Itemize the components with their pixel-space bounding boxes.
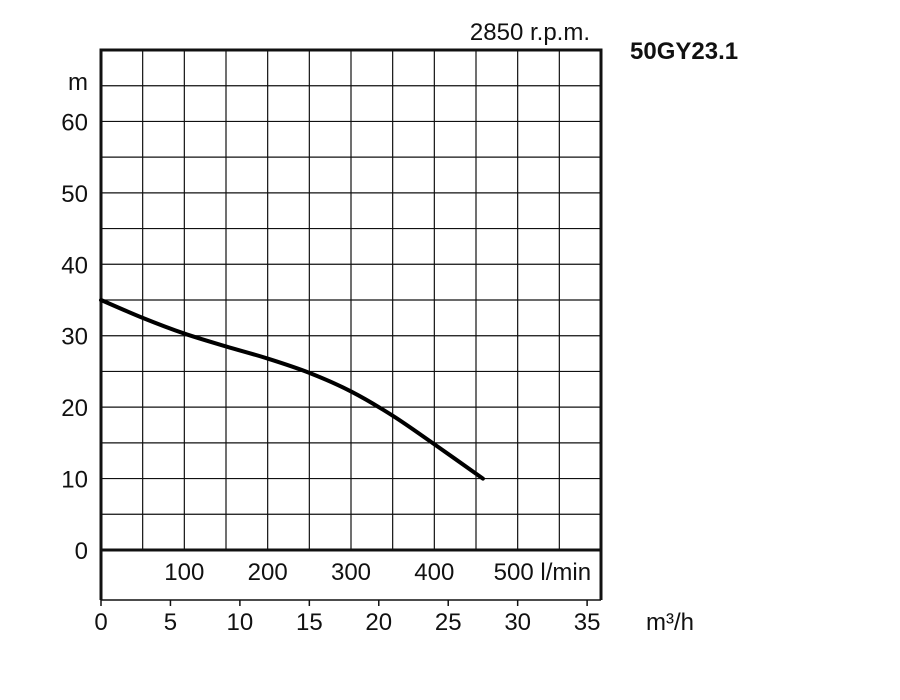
x-tick-label-lmin: 200 <box>248 559 288 586</box>
x-tick-label-lmin: 100 <box>164 559 204 586</box>
y-tick-label: 30 <box>61 324 88 351</box>
x-tick-label-m3h: 10 <box>227 609 254 636</box>
y-tick-label: 50 <box>61 181 88 208</box>
head-flow-curve <box>99 298 485 481</box>
y-tick-label: 10 <box>61 467 88 494</box>
y-tick-label: 40 <box>61 252 88 279</box>
x-tick-label-m3h: 25 <box>435 609 462 636</box>
y-axis-unit: m <box>68 69 88 96</box>
x-tick-label-lmin: 300 <box>331 559 371 586</box>
x-tick-label-lmin: 400 <box>414 559 454 586</box>
chart-series <box>99 298 485 481</box>
model-label: 50GY23.1 <box>630 38 738 65</box>
x-tick-label-lmin: 500 l/min <box>494 559 591 586</box>
x-axis-unit: m³/h <box>646 609 694 636</box>
y-tick-label: 60 <box>61 109 88 136</box>
speed-label: 2850 r.p.m. <box>470 19 590 46</box>
x-tick-label-m3h: 20 <box>365 609 392 636</box>
x-tick-label-m3h: 5 <box>164 609 177 636</box>
y-tick-label: 0 <box>75 538 88 565</box>
x-tick-label-m3h: 0 <box>94 609 107 636</box>
x-tick-label-m3h: 35 <box>574 609 601 636</box>
chart-grid <box>101 50 601 550</box>
x-tick-label-m3h: 30 <box>504 609 531 636</box>
chart-labels: 2850 r.p.m. 50GY23.1 m m³/h 010203040506… <box>61 19 738 636</box>
x-tick-label-m3h: 15 <box>296 609 323 636</box>
y-tick-label: 20 <box>61 395 88 422</box>
